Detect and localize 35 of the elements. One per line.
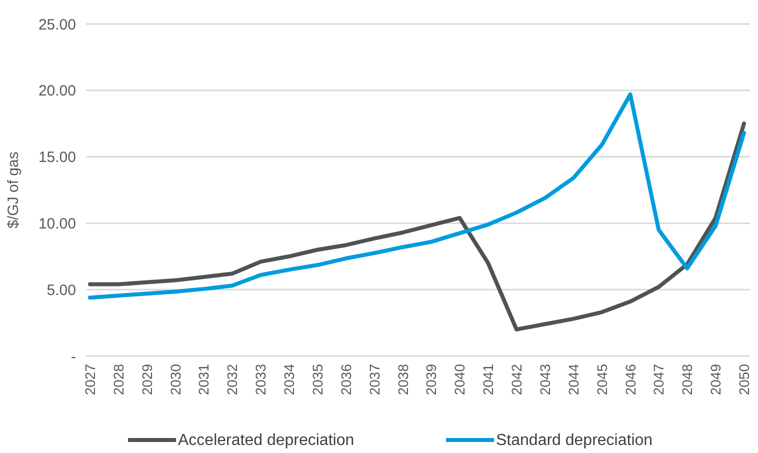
- x-tick-label: 2043: [536, 364, 553, 396]
- x-tick-label: 2047: [650, 364, 667, 396]
- x-tick-label: 2042: [508, 364, 525, 396]
- x-tick-label: 2041: [480, 364, 496, 396]
- x-tick-label: 2036: [338, 364, 354, 396]
- y-tick-label: 5.00: [46, 282, 76, 299]
- x-tick-label: 2027: [82, 364, 98, 396]
- x-tick-label: 2050: [736, 364, 752, 396]
- y-axis-title: $/GJ of gas: [5, 152, 22, 228]
- legend-label: Accelerated depreciation: [178, 432, 354, 449]
- y-tick-label: 10.00: [38, 215, 76, 232]
- x-tick-label: 2037: [366, 364, 382, 396]
- x-tick-label: 2048: [679, 364, 696, 396]
- x-tick-label: 2039: [423, 364, 440, 396]
- x-tick-label: 2030: [167, 364, 184, 396]
- x-tick-label: 2045: [594, 364, 610, 396]
- x-tick-label: 2046: [622, 364, 638, 396]
- y-tick-label: 25.00: [38, 16, 76, 34]
- x-tick-label: 2033: [252, 364, 269, 396]
- y-tick-label: -: [71, 348, 76, 366]
- line-series: [88, 92, 746, 300]
- x-tick-label: 2034: [281, 364, 298, 396]
- x-tick-label: 2049: [708, 364, 724, 396]
- x-tick-label: 2029: [138, 364, 155, 396]
- y-tick-label: 15.00: [38, 149, 76, 166]
- x-tick-label: 2035: [309, 364, 326, 396]
- x-tick-label: 2032: [224, 364, 240, 396]
- legend-label: Standard depreciation: [496, 432, 653, 449]
- x-tick-label: 2044: [565, 364, 582, 396]
- x-tick-label: 2028: [110, 364, 126, 396]
- x-tick-label: 2031: [196, 364, 212, 396]
- y-tick-label: 20.00: [38, 82, 76, 100]
- x-tick-label: 2040: [452, 364, 468, 396]
- line-series: [88, 122, 746, 332]
- x-tick-label: 2038: [394, 364, 411, 396]
